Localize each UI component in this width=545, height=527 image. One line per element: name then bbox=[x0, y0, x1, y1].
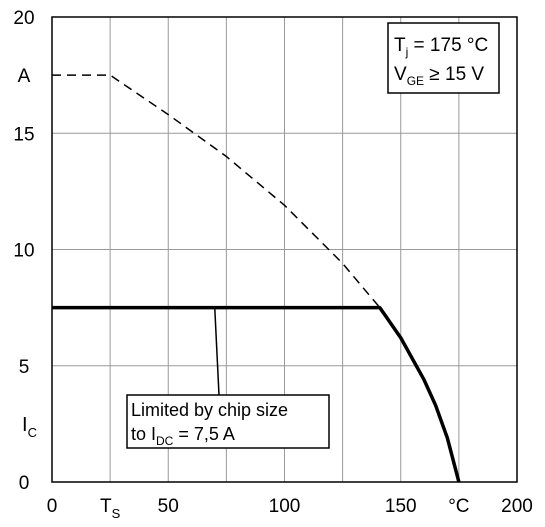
series-line-2 bbox=[52, 305, 461, 483]
legend-line-1: Tj = 175 °C bbox=[394, 35, 488, 59]
y-tick-label-1: 5 bbox=[19, 357, 30, 378]
annotation-line-2-post: = 7,5 A bbox=[173, 424, 235, 444]
legend: Tj = 175 °C VGE ≥ 15 V bbox=[387, 22, 500, 94]
y-tick-label-4: 20 bbox=[13, 8, 34, 29]
x-tick-label-5: °C bbox=[448, 496, 469, 517]
annotation-line-2-sub: DC bbox=[156, 434, 174, 448]
y-axis-label-sub: C bbox=[28, 425, 37, 440]
x-tick-label-6: 200 bbox=[501, 496, 533, 517]
legend-line-2-rest: ≥ 15 V bbox=[424, 64, 484, 85]
y-tick-label-2: 10 bbox=[13, 241, 34, 262]
y-axis-label: IC bbox=[22, 414, 37, 440]
x-tick-label-4: 150 bbox=[385, 496, 417, 517]
annotation: Limited by chip size to IDC = 7,5 A bbox=[126, 307, 330, 449]
annotation-box bbox=[126, 394, 330, 449]
series bbox=[52, 74, 461, 483]
x-tick-label-1-sub: S bbox=[112, 506, 121, 521]
x-tick-label-0: 0 bbox=[47, 496, 58, 517]
legend-line-1-main: T bbox=[394, 35, 406, 56]
legend-line-2: VGE ≥ 15 V bbox=[394, 64, 484, 88]
annotation-line-2: to IDC = 7,5 A bbox=[131, 424, 235, 448]
y-tick-label-3: 15 bbox=[13, 124, 34, 145]
plot-border bbox=[51, 16, 518, 483]
annotation-line-1: Limited by chip size bbox=[131, 400, 288, 420]
legend-line-1-rest: = 175 °C bbox=[408, 35, 488, 56]
legend-line-2-sub: GE bbox=[407, 74, 424, 88]
x-tick-label-2: 50 bbox=[158, 496, 179, 517]
plot-frame bbox=[51, 16, 518, 483]
x-tick-label-1: TS bbox=[100, 496, 121, 521]
y-axis-label-main: I bbox=[22, 414, 28, 436]
legend-box bbox=[387, 22, 500, 94]
legend-line-1-sub: j bbox=[405, 45, 409, 59]
y-unit-label: A bbox=[18, 66, 31, 87]
y-tick-label-0: 0 bbox=[19, 473, 30, 494]
legend-line-2-main: V bbox=[394, 64, 407, 85]
x-tick-label-3: 100 bbox=[269, 496, 301, 517]
annotation-line-2-pre: to I bbox=[131, 424, 156, 444]
series-line-1 bbox=[52, 74, 381, 309]
annotation-leader-line bbox=[214, 307, 220, 396]
